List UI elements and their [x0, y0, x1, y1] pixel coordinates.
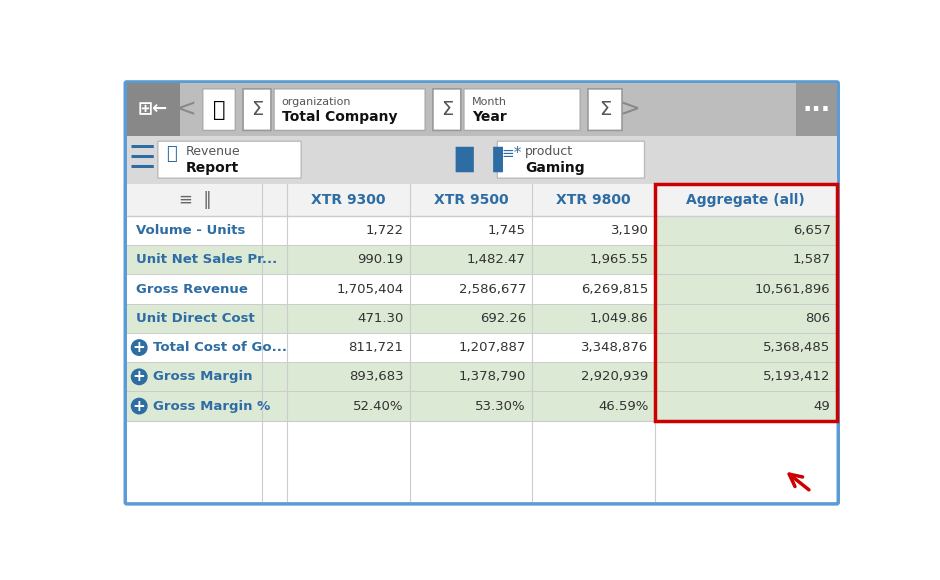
Text: 49: 49 — [814, 400, 831, 412]
Text: Σ: Σ — [441, 100, 453, 119]
Text: 811,721: 811,721 — [349, 341, 403, 354]
Text: +: + — [133, 340, 146, 355]
Text: 471.30: 471.30 — [357, 312, 403, 325]
Text: Report: Report — [186, 161, 239, 175]
FancyBboxPatch shape — [125, 82, 838, 504]
Bar — [127, 333, 837, 362]
Text: Volume - Units: Volume - Units — [136, 224, 245, 237]
Text: ⊞←: ⊞← — [138, 101, 168, 119]
FancyBboxPatch shape — [464, 89, 580, 130]
Text: Σ: Σ — [251, 100, 263, 119]
Text: ···: ··· — [803, 97, 831, 122]
Text: organization: organization — [282, 97, 352, 107]
FancyArrowPatch shape — [790, 474, 809, 490]
Text: 1,722: 1,722 — [366, 224, 403, 237]
Text: 2,920,939: 2,920,939 — [581, 371, 649, 383]
Text: 1,705,404: 1,705,404 — [337, 282, 403, 296]
Text: 🗂: 🗂 — [212, 100, 226, 119]
Text: +: + — [133, 398, 146, 414]
Circle shape — [132, 398, 147, 414]
Text: 5,368,485: 5,368,485 — [763, 341, 831, 354]
FancyBboxPatch shape — [243, 89, 271, 130]
Text: 10,561,896: 10,561,896 — [755, 282, 831, 296]
Text: Revenue: Revenue — [186, 144, 241, 158]
Text: 3,190: 3,190 — [610, 224, 649, 237]
Text: Gross Revenue: Gross Revenue — [136, 282, 248, 296]
Bar — [654, 183, 837, 420]
Bar — [127, 84, 837, 136]
Circle shape — [132, 340, 147, 356]
Text: product: product — [525, 144, 573, 158]
Bar — [654, 216, 837, 245]
Text: <: < — [175, 97, 196, 122]
Text: Total Cost of Go...: Total Cost of Go... — [153, 341, 287, 354]
Text: 1,965.55: 1,965.55 — [589, 253, 649, 266]
Bar — [127, 84, 180, 136]
Bar — [127, 304, 837, 333]
FancyBboxPatch shape — [433, 89, 461, 130]
Bar — [127, 216, 837, 245]
Text: 46.59%: 46.59% — [598, 400, 649, 412]
Bar — [796, 84, 837, 136]
Text: ≡  ‖: ≡ ‖ — [179, 191, 212, 209]
Text: 1,207,887: 1,207,887 — [459, 341, 525, 354]
Text: 52.40%: 52.40% — [353, 400, 403, 412]
Text: ☰: ☰ — [129, 145, 156, 174]
Bar — [127, 392, 837, 420]
Text: Total Company: Total Company — [282, 111, 398, 125]
Text: 6,657: 6,657 — [792, 224, 831, 237]
Text: 1,745: 1,745 — [488, 224, 525, 237]
Text: Unit Direct Cost: Unit Direct Cost — [136, 312, 255, 325]
Text: Σ: Σ — [599, 100, 611, 119]
Text: Gaming: Gaming — [525, 161, 585, 175]
Text: 1,587: 1,587 — [792, 253, 831, 266]
Text: Unit Net Sales Pr...: Unit Net Sales Pr... — [136, 253, 277, 266]
Text: XTR 9300: XTR 9300 — [311, 193, 385, 206]
Text: 1,049.86: 1,049.86 — [589, 312, 649, 325]
Text: 目: 目 — [166, 145, 177, 163]
FancyBboxPatch shape — [203, 89, 235, 130]
Text: 53.30%: 53.30% — [476, 400, 525, 412]
Text: Year: Year — [472, 111, 507, 125]
Bar — [127, 362, 837, 392]
Bar — [127, 183, 837, 216]
Text: 893,683: 893,683 — [349, 371, 403, 383]
Text: 5,193,412: 5,193,412 — [763, 371, 831, 383]
Text: 3,348,876: 3,348,876 — [581, 341, 649, 354]
Text: Aggregate (all): Aggregate (all) — [686, 193, 805, 206]
Text: 692.26: 692.26 — [479, 312, 525, 325]
Bar — [127, 245, 837, 274]
Text: Month: Month — [472, 97, 507, 107]
FancyBboxPatch shape — [588, 89, 622, 130]
Text: ≡*: ≡* — [501, 147, 522, 161]
Text: XTR 9800: XTR 9800 — [556, 193, 631, 206]
Text: >: > — [619, 97, 640, 122]
Text: 2,586,677: 2,586,677 — [459, 282, 525, 296]
Text: ▐▌▐: ▐▌▐ — [446, 147, 503, 172]
FancyBboxPatch shape — [497, 141, 645, 178]
Text: Gross Margin %: Gross Margin % — [153, 400, 271, 412]
Text: 806: 806 — [806, 312, 831, 325]
Circle shape — [132, 369, 147, 385]
Text: 990.19: 990.19 — [357, 253, 403, 266]
Text: 6,269,815: 6,269,815 — [581, 282, 649, 296]
Bar — [127, 274, 837, 304]
Bar — [654, 304, 837, 333]
Bar — [654, 333, 837, 362]
Text: 1,378,790: 1,378,790 — [459, 371, 525, 383]
Text: Gross Margin: Gross Margin — [153, 371, 253, 383]
Bar — [127, 136, 837, 183]
Text: 1,482.47: 1,482.47 — [467, 253, 525, 266]
FancyBboxPatch shape — [274, 89, 425, 130]
Text: +: + — [133, 369, 146, 385]
Text: XTR 9500: XTR 9500 — [433, 193, 509, 206]
Bar — [654, 392, 837, 420]
Bar — [654, 245, 837, 274]
FancyBboxPatch shape — [158, 141, 301, 178]
Bar — [654, 362, 837, 392]
Bar — [654, 274, 837, 304]
